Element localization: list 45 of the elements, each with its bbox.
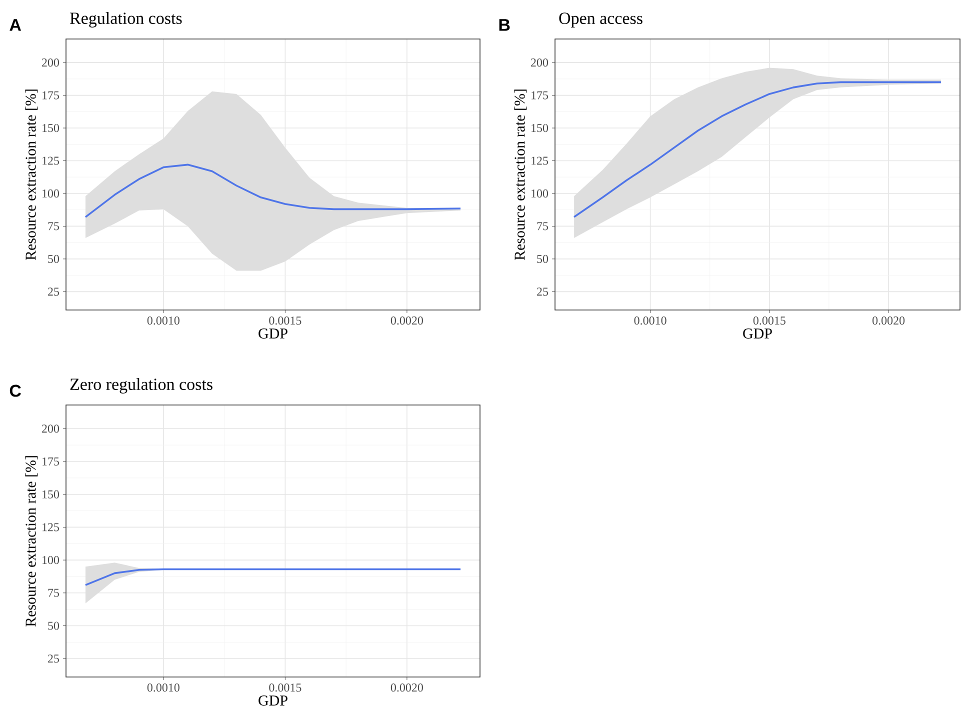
x-axis-title: GDP bbox=[743, 328, 772, 339]
y-tick-label: 125 bbox=[532, 156, 548, 165]
y-tick-label: 50 bbox=[48, 254, 60, 263]
y-tick-label: 25 bbox=[537, 288, 548, 296]
y-tick-label: 100 bbox=[42, 556, 60, 564]
y-tick-label: 50 bbox=[537, 254, 548, 263]
y-tick-label: 175 bbox=[532, 91, 548, 100]
y-axis-title: Resource extraction rate [%] bbox=[25, 90, 38, 260]
y-axis-title: Resource extraction rate [%] bbox=[514, 90, 527, 260]
x-tick-label: 0.0020 bbox=[390, 684, 423, 692]
chart-title: Zero regulation costs bbox=[70, 378, 212, 394]
x-tick-label: 0.0020 bbox=[390, 316, 423, 325]
y-tick-label: 75 bbox=[48, 222, 60, 230]
y-tick-label: 175 bbox=[42, 91, 60, 100]
chart-title: Regulation costs bbox=[70, 12, 182, 28]
x-tick-label: 0.0010 bbox=[147, 316, 180, 325]
x-axis-title: GDP bbox=[258, 328, 288, 339]
y-tick-label: 200 bbox=[42, 424, 60, 433]
x-tick-label: 0.0010 bbox=[147, 684, 180, 692]
y-tick-label: 25 bbox=[48, 288, 60, 296]
text: A bbox=[10, 19, 22, 31]
y-tick-label: 50 bbox=[48, 622, 60, 630]
y-tick-label: 25 bbox=[48, 654, 60, 663]
y-tick-label: 100 bbox=[532, 189, 548, 198]
y-tick-label: 125 bbox=[42, 523, 60, 532]
y-tick-label: 125 bbox=[42, 156, 60, 165]
y-tick-label: 150 bbox=[42, 490, 60, 498]
y-tick-label: 200 bbox=[531, 58, 548, 67]
x-tick-label: 0.0020 bbox=[872, 316, 905, 325]
x-axis-title: GDP bbox=[258, 696, 288, 706]
y-tick-label: 200 bbox=[42, 58, 60, 67]
x-tick-label: 0.0015 bbox=[753, 316, 786, 325]
chart-title: Open access bbox=[559, 12, 642, 28]
text: B bbox=[499, 19, 510, 31]
y-tick-label: 100 bbox=[42, 189, 60, 198]
x-tick-label: 0.0015 bbox=[269, 316, 302, 325]
y-tick-label: 175 bbox=[42, 457, 60, 466]
text: C bbox=[10, 384, 22, 397]
y-tick-label: 75 bbox=[48, 588, 60, 597]
x-tick-label: 0.0010 bbox=[634, 316, 666, 325]
y-tick-label: 150 bbox=[42, 124, 60, 132]
y-axis-title: Resource extraction rate [%] bbox=[25, 456, 38, 627]
y-tick-label: 150 bbox=[532, 124, 548, 132]
y-tick-label: 75 bbox=[537, 222, 548, 230]
x-tick-label: 0.0015 bbox=[269, 684, 302, 692]
